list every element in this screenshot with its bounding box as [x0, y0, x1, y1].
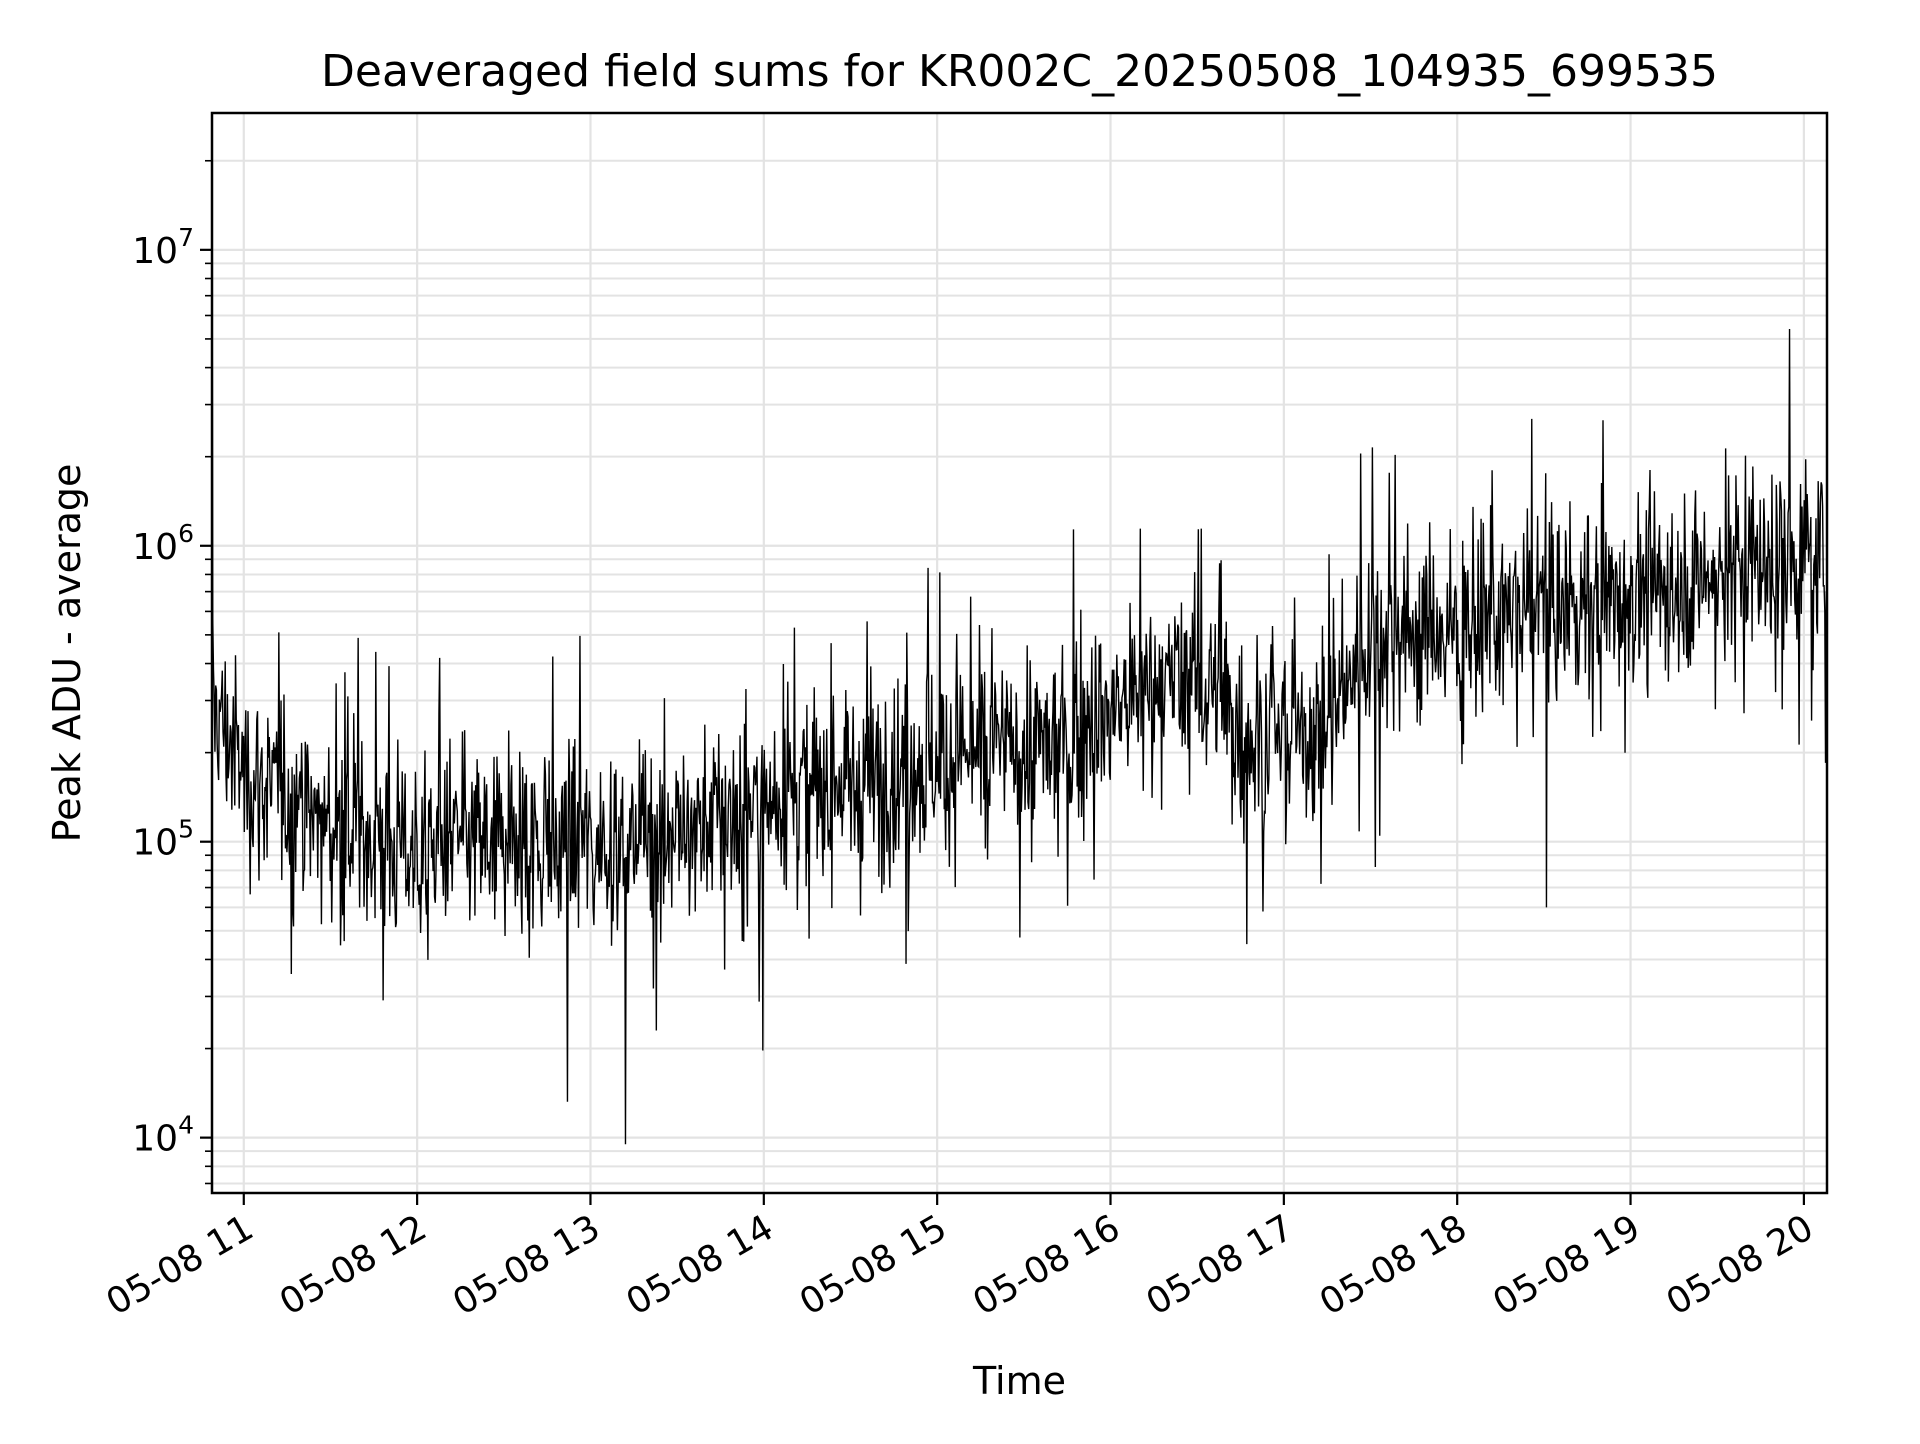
y-axis-label: Peak ADU - average — [45, 464, 89, 843]
y-tick-base: 10 — [132, 527, 178, 568]
x-tick-label: 05-08 14 — [620, 1207, 781, 1323]
y-tick-base: 10 — [132, 823, 178, 864]
plot-frame — [210, 111, 1829, 1195]
y-tick-label: 105 — [132, 815, 194, 864]
x-tick-label: 05-08 11 — [100, 1207, 261, 1323]
data-layer — [211, 154, 1828, 1145]
y-tick-label: 106 — [132, 519, 194, 568]
y-tick-label: 107 — [132, 223, 194, 272]
y-tick-base: 10 — [132, 231, 178, 272]
series-line — [211, 154, 1828, 1145]
x-tick-label: 05-08 18 — [1313, 1207, 1474, 1323]
y-tick-exponent: 6 — [178, 519, 194, 548]
x-tick-label: 05-08 13 — [446, 1207, 607, 1323]
chart-title: Deaveraged field sums for KR002C_2025050… — [321, 46, 1718, 97]
x-tick-label: 05-08 20 — [1660, 1207, 1821, 1323]
x-tick-label: 05-08 12 — [273, 1207, 434, 1323]
x-axis-label: Time — [972, 1359, 1066, 1403]
x-tick-label: 05-08 19 — [1486, 1207, 1647, 1323]
y-tick-label: 104 — [132, 1111, 194, 1160]
y-tick-base: 10 — [132, 1119, 178, 1160]
y-tick-exponent: 5 — [178, 815, 194, 844]
x-tick-label: 05-08 16 — [966, 1207, 1127, 1323]
y-tick-exponent: 4 — [178, 1111, 194, 1140]
y-tick-exponent: 7 — [178, 223, 194, 252]
x-tick-label: 05-08 17 — [1140, 1207, 1301, 1323]
x-tick-label: 05-08 15 — [793, 1207, 954, 1323]
